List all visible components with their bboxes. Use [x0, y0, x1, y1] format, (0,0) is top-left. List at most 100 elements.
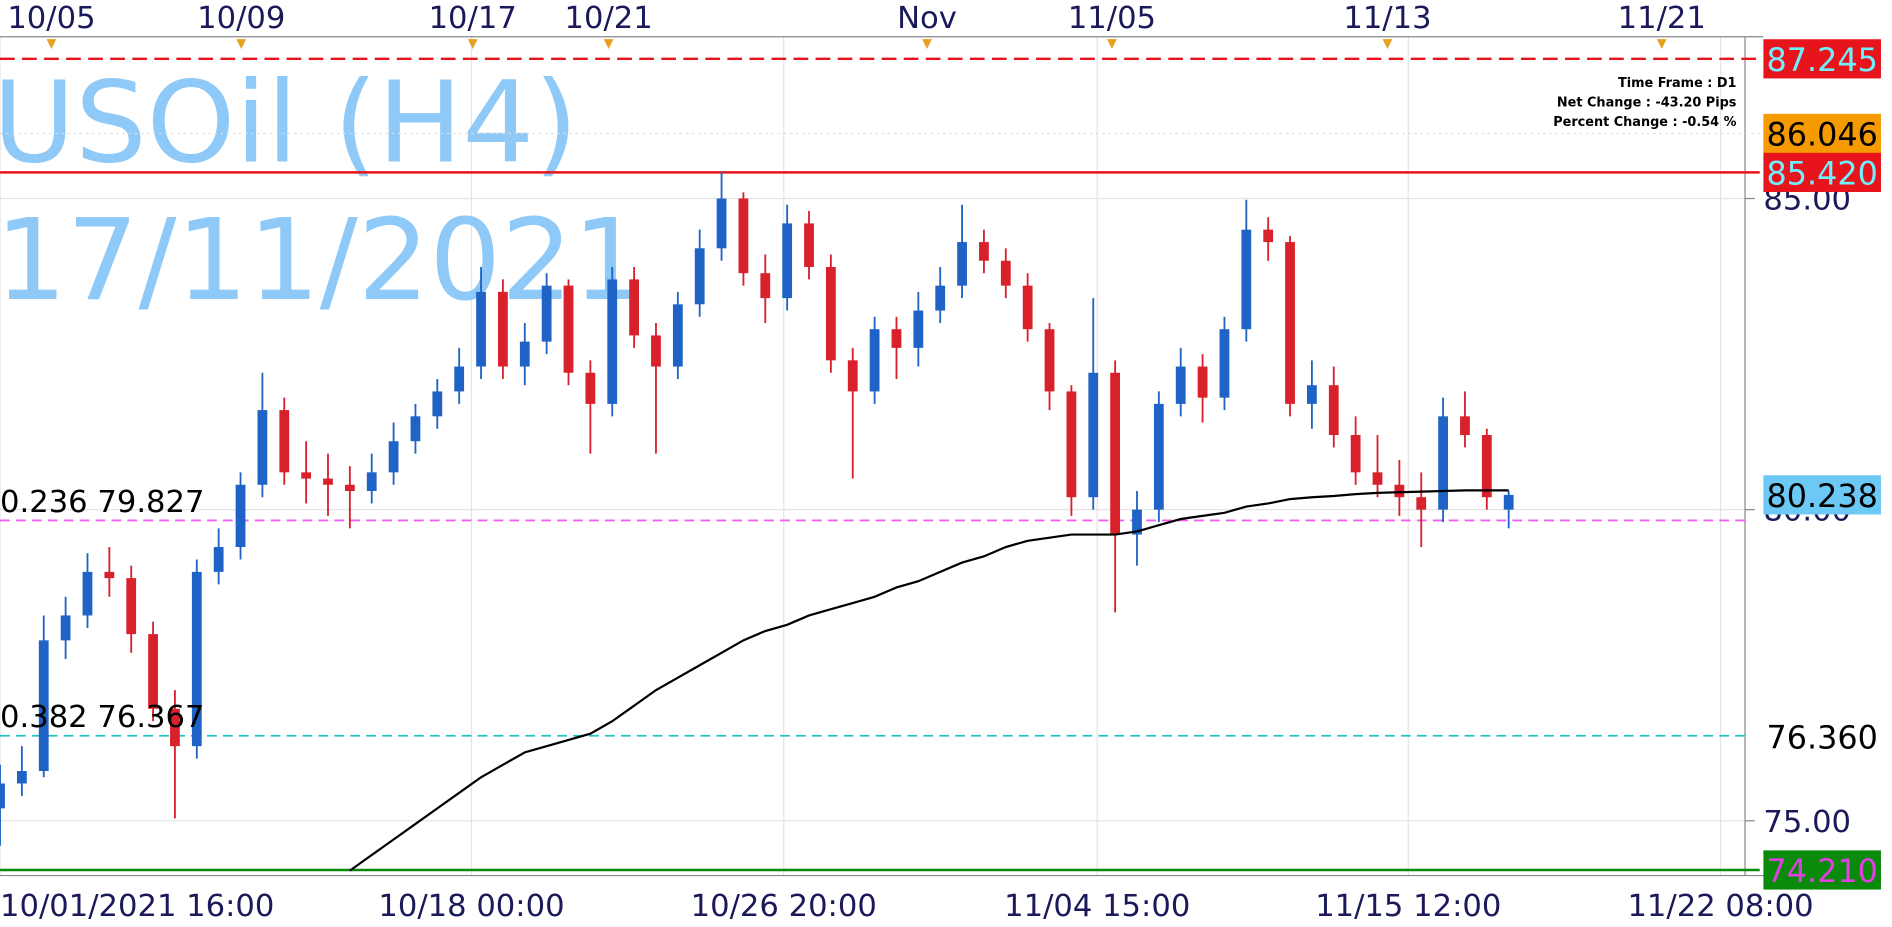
candle-body	[957, 242, 967, 286]
info-text: Time Frame : D1	[1618, 76, 1737, 91]
candle-body	[16, 771, 27, 784]
candle-body	[541, 285, 552, 342]
candle-body	[979, 242, 989, 261]
x-tick-label: 10/01/2021 16:00	[0, 889, 274, 924]
y-tick-label: 75.00	[1763, 805, 1851, 840]
level-box	[1763, 113, 1881, 154]
top-tick	[46, 39, 57, 49]
candle-body	[1044, 329, 1055, 392]
candle-body	[585, 372, 596, 404]
candle-body	[782, 223, 793, 299]
candle-body	[1503, 494, 1514, 510]
candle-body	[235, 484, 246, 548]
candle-body	[1438, 416, 1448, 510]
candle-body	[388, 441, 399, 473]
candle-body	[126, 578, 137, 635]
candle-body	[913, 310, 924, 348]
level-label: 76.360	[1766, 718, 1877, 756]
plot	[0, 57, 1760, 872]
top-tick	[922, 39, 932, 49]
top-tick	[1382, 39, 1393, 49]
candle-body	[1175, 366, 1186, 404]
candle-body	[1197, 366, 1208, 398]
info-text: Net Change : -43.20 Pips	[1557, 96, 1737, 111]
candle-body	[432, 391, 443, 417]
level-label: 87.245	[1766, 41, 1877, 79]
top-tick	[603, 39, 614, 49]
x-tick-label: 11/04 15:00	[1004, 889, 1190, 924]
fib-label: 0.382 76.367	[0, 700, 204, 735]
candle-body	[1088, 372, 1099, 498]
candle-body	[1153, 403, 1164, 510]
x-tick-label: 11/15 12:00	[1315, 889, 1501, 924]
level-box	[1763, 716, 1881, 756]
candle-body	[191, 571, 202, 747]
candle-body	[323, 478, 333, 485]
candle-body	[1132, 509, 1142, 535]
candle-body	[476, 291, 486, 367]
x-tick-label: 11/22 08:00	[1627, 889, 1813, 924]
candle-body	[279, 410, 290, 473]
top-tick	[1107, 39, 1117, 49]
candle-body	[1110, 372, 1121, 535]
candle-body	[825, 266, 836, 361]
candle-body	[366, 472, 377, 492]
candle-body	[344, 484, 355, 492]
candle-body	[694, 248, 705, 305]
candle-body	[1307, 385, 1317, 404]
top-tick	[467, 39, 478, 49]
candle-body	[104, 571, 115, 579]
x-tick-label-top: 10/21	[565, 1, 653, 36]
candle-body	[738, 198, 749, 274]
candle-body	[1394, 484, 1405, 498]
candle-body	[760, 273, 771, 299]
candle-body	[1000, 260, 1011, 286]
candle-body	[847, 360, 858, 392]
candle-body	[519, 341, 530, 367]
moving-average	[349, 489, 1509, 872]
candle-body	[498, 291, 508, 367]
level-label: 80.238	[1766, 477, 1877, 515]
level-label: 85.420	[1766, 155, 1877, 193]
level-box	[1763, 475, 1881, 515]
x-tick-label: 10/26 20:00	[691, 889, 877, 924]
level-label: 86.046	[1766, 116, 1877, 154]
candle-body	[869, 329, 880, 392]
candle-body	[82, 571, 93, 616]
candle-body	[1285, 242, 1295, 404]
candle-body	[672, 304, 683, 367]
candle-body	[607, 279, 618, 404]
x-tick-label-top: 11/05	[1068, 1, 1156, 36]
x-tick-label-top: 11/21	[1618, 1, 1706, 36]
level-label: 74.210	[1766, 852, 1877, 890]
level-box	[1763, 39, 1881, 79]
candle-body	[301, 472, 312, 479]
candle-body	[170, 708, 180, 747]
candle-body	[1328, 385, 1339, 435]
level-box	[1763, 850, 1881, 890]
candle-body	[563, 285, 574, 373]
candle-body	[454, 366, 465, 392]
candle-body	[1481, 434, 1492, 498]
level-box	[1763, 152, 1881, 192]
candle-body	[1263, 229, 1274, 243]
info-text: Percent Change : -0.54 %	[1553, 115, 1736, 130]
candle-body	[257, 410, 268, 485]
candle-body	[1372, 472, 1383, 485]
x-tick-label: 10/18 00:00	[378, 889, 564, 924]
candle-body	[629, 279, 639, 336]
candle-body	[1219, 329, 1230, 398]
candle-body	[891, 329, 902, 348]
x-tick-label-top: 11/13	[1343, 1, 1431, 36]
candle-body	[0, 783, 5, 809]
x-tick-label-top: Nov	[897, 1, 957, 36]
candle-body	[38, 640, 49, 772]
candle-body	[1416, 497, 1427, 510]
candle-body	[935, 285, 946, 311]
top-tick	[1656, 39, 1667, 49]
candle-body	[60, 615, 71, 641]
chart-title: USOil (H4)	[0, 57, 578, 189]
